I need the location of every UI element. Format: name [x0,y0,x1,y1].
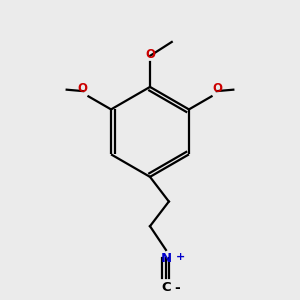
Text: +: + [176,252,185,262]
Text: N: N [160,252,172,265]
Text: O: O [145,48,155,61]
Text: -: - [174,281,180,295]
Text: O: O [212,82,222,95]
Text: O: O [78,82,88,95]
Text: C: C [161,281,171,294]
